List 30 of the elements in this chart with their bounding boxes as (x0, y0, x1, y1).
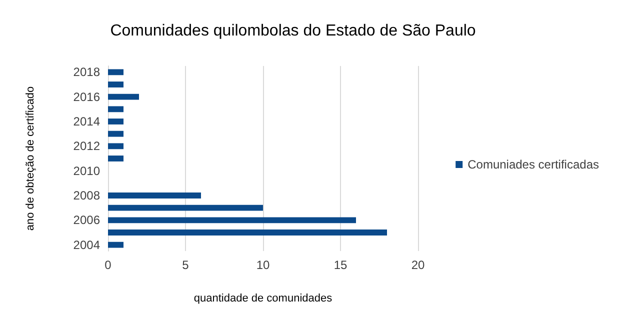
bar (108, 143, 124, 150)
y-tick-label: 2004 (73, 238, 100, 252)
x-axis-title: quantidade de comunidades (194, 292, 333, 304)
bar (108, 82, 124, 88)
y-tick-label: 2008 (73, 188, 100, 202)
bar (108, 230, 387, 236)
x-tick-label: 15 (334, 258, 348, 272)
y-tick-label: 2018 (73, 65, 100, 80)
bar (108, 118, 124, 124)
bar (108, 94, 139, 100)
y-tick-label: 2012 (73, 139, 100, 154)
x-tick-label: 0 (104, 258, 112, 272)
y-tick-label: 2010 (73, 164, 100, 178)
y-tick-label: 2016 (73, 90, 100, 104)
bar (108, 156, 124, 162)
bar (108, 242, 124, 248)
x-tick-label: 10 (256, 258, 270, 272)
y-axis-title: ano de obteção de certificado (24, 86, 36, 231)
bar (108, 192, 201, 198)
x-tick-label: 5 (182, 258, 190, 272)
bar (108, 106, 124, 112)
bar (108, 217, 356, 224)
legend-label: Comuniades certificadas (468, 158, 600, 172)
y-tick-label: 2006 (73, 213, 100, 228)
bar (108, 204, 263, 211)
bar (108, 69, 124, 76)
y-tick-label: 2014 (73, 114, 100, 128)
x-tick-label: 20 (411, 258, 425, 272)
bar (108, 130, 124, 137)
chart-title: Comunidades quilombolas do Estado de São Paulo (110, 22, 476, 40)
